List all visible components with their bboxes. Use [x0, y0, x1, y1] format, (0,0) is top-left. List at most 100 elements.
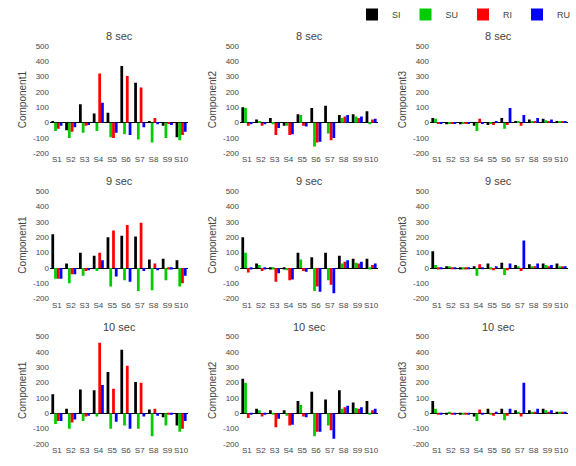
svg-text:10 sec: 10 sec [103, 321, 136, 333]
svg-text:S8: S8 [339, 155, 349, 164]
svg-text:0: 0 [425, 264, 430, 273]
svg-text:300: 300 [416, 72, 430, 81]
svg-text:S3: S3 [460, 155, 470, 164]
svg-text:400: 400 [416, 348, 430, 357]
svg-text:S8: S8 [339, 301, 349, 310]
svg-text:-200: -200 [223, 149, 240, 158]
svg-text:100: 100 [36, 248, 50, 257]
svg-text:S8: S8 [149, 301, 159, 310]
svg-text:S10: S10 [364, 301, 379, 310]
svg-text:S7: S7 [515, 155, 525, 164]
svg-text:S4: S4 [93, 155, 103, 164]
svg-text:-200: -200 [413, 440, 430, 449]
svg-text:S1: S1 [52, 155, 62, 164]
svg-text:0: 0 [235, 118, 240, 127]
svg-text:9 sec: 9 sec [485, 175, 512, 187]
svg-text:300: 300 [36, 363, 50, 372]
svg-text:S2: S2 [256, 446, 266, 455]
svg-text:400: 400 [226, 348, 240, 357]
svg-text:-200: -200 [223, 440, 240, 449]
svg-text:200: 200 [416, 378, 430, 387]
svg-text:S4: S4 [473, 155, 483, 164]
svg-text:S1: S1 [432, 446, 442, 455]
svg-text:10 sec: 10 sec [293, 321, 326, 333]
svg-text:S7: S7 [325, 301, 335, 310]
svg-text:100: 100 [416, 394, 430, 403]
svg-text:100: 100 [226, 394, 240, 403]
svg-text:S10: S10 [174, 446, 189, 455]
svg-text:S8: S8 [529, 301, 539, 310]
svg-text:0: 0 [235, 409, 240, 418]
svg-text:S10: S10 [554, 301, 569, 310]
svg-text:-100: -100 [413, 134, 430, 143]
svg-text:200: 200 [226, 378, 240, 387]
svg-text:S1: S1 [52, 446, 62, 455]
svg-text:S6: S6 [311, 155, 321, 164]
svg-text:S2: S2 [256, 155, 266, 164]
svg-text:-100: -100 [33, 424, 50, 433]
svg-text:Component2: Component2 [207, 216, 218, 274]
svg-text:0: 0 [235, 264, 240, 273]
svg-text:S3: S3 [460, 301, 470, 310]
svg-text:S6: S6 [501, 155, 511, 164]
svg-text:S8: S8 [149, 155, 159, 164]
svg-text:S1: S1 [242, 301, 252, 310]
svg-text:S9: S9 [542, 301, 552, 310]
svg-text:500: 500 [416, 42, 430, 51]
svg-text:Component3: Component3 [397, 361, 408, 419]
svg-text:200: 200 [36, 378, 50, 387]
svg-text:0: 0 [425, 409, 430, 418]
svg-text:500: 500 [226, 42, 240, 51]
svg-text:S4: S4 [283, 446, 293, 455]
svg-text:S7: S7 [325, 446, 335, 455]
svg-text:-100: -100 [223, 134, 240, 143]
svg-text:SI: SI [392, 10, 401, 20]
svg-text:300: 300 [226, 363, 240, 372]
svg-text:-100: -100 [223, 424, 240, 433]
svg-text:S9: S9 [162, 155, 172, 164]
svg-text:S4: S4 [473, 301, 483, 310]
svg-text:S7: S7 [515, 301, 525, 310]
svg-text:S7: S7 [135, 446, 145, 455]
svg-text:-200: -200 [413, 294, 430, 303]
svg-text:S2: S2 [66, 446, 76, 455]
svg-text:S7: S7 [135, 301, 145, 310]
svg-text:300: 300 [36, 72, 50, 81]
svg-text:Component2: Component2 [207, 71, 218, 129]
svg-text:400: 400 [36, 57, 50, 66]
svg-text:100: 100 [36, 394, 50, 403]
svg-text:S2: S2 [446, 155, 456, 164]
svg-text:S8: S8 [529, 446, 539, 455]
svg-text:S4: S4 [283, 155, 293, 164]
svg-text:S1: S1 [242, 155, 252, 164]
svg-text:500: 500 [36, 332, 50, 341]
svg-text:S10: S10 [364, 446, 379, 455]
svg-text:200: 200 [226, 233, 240, 242]
svg-text:9 sec: 9 sec [106, 175, 133, 187]
svg-text:S10: S10 [364, 155, 379, 164]
svg-text:8 sec: 8 sec [296, 30, 323, 42]
svg-text:500: 500 [226, 332, 240, 341]
svg-text:S4: S4 [93, 446, 103, 455]
svg-text:400: 400 [226, 57, 240, 66]
svg-text:S5: S5 [297, 155, 307, 164]
svg-text:Component3: Component3 [397, 216, 408, 274]
svg-text:S9: S9 [542, 446, 552, 455]
svg-text:S9: S9 [542, 155, 552, 164]
svg-text:0: 0 [45, 409, 50, 418]
svg-text:S9: S9 [352, 446, 362, 455]
svg-text:S3: S3 [270, 155, 280, 164]
svg-text:400: 400 [36, 348, 50, 357]
svg-text:400: 400 [226, 202, 240, 211]
svg-text:S5: S5 [487, 155, 497, 164]
svg-text:500: 500 [36, 42, 50, 51]
svg-text:S5: S5 [487, 446, 497, 455]
svg-text:S2: S2 [66, 301, 76, 310]
svg-text:S4: S4 [283, 301, 293, 310]
svg-text:SU: SU [446, 10, 459, 20]
svg-text:S6: S6 [121, 155, 131, 164]
svg-text:S1: S1 [242, 446, 252, 455]
svg-text:S5: S5 [107, 301, 117, 310]
svg-text:400: 400 [416, 57, 430, 66]
svg-text:500: 500 [226, 187, 240, 196]
